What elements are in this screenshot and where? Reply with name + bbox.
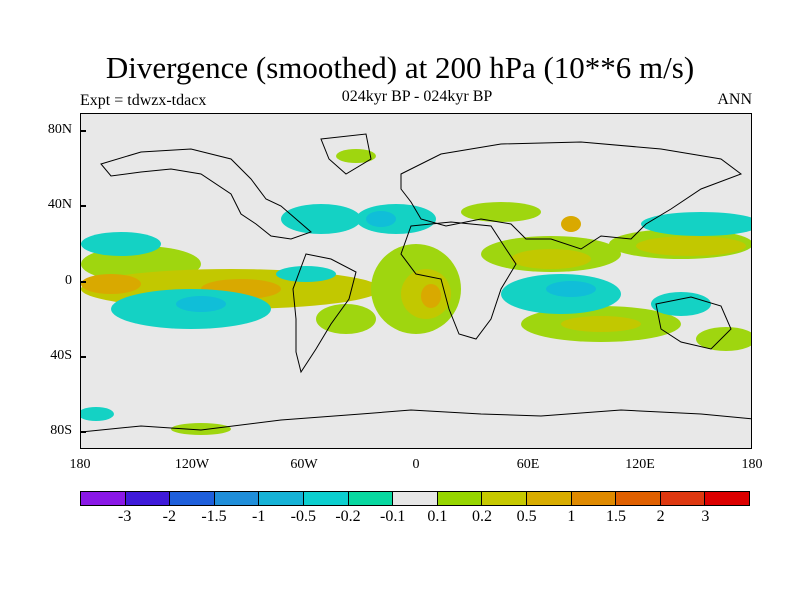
ytick-0 <box>80 281 86 283</box>
lon-label-60w: 60W <box>290 457 318 472</box>
map-title: Divergence (smoothed) at 200 hPa (10**6 … <box>105 50 695 85</box>
coastlines <box>81 133 751 433</box>
coast-north-america <box>100 148 312 240</box>
colorbar-segment-3 <box>214 492 260 505</box>
colorbar-segment-9 <box>482 492 527 505</box>
colorbar-label: -1 <box>251 508 266 525</box>
colorbar-label: -2 <box>162 508 176 525</box>
colorbar <box>80 491 750 506</box>
colorbar-segment-5 <box>303 492 349 505</box>
colorbar-label: -1.5 <box>201 508 227 525</box>
ytick-80n <box>80 130 86 132</box>
coast-eurasia <box>400 141 743 250</box>
field-so-green <box>171 423 231 435</box>
colorbar-segment-0 <box>81 492 126 505</box>
colorbar-label: -0.2 <box>335 508 361 525</box>
field-npac-teal <box>81 232 161 256</box>
coast-australia <box>655 296 732 350</box>
colorbar-segment-14 <box>705 492 749 505</box>
ytick-40n <box>80 205 86 207</box>
lon-label-120e: 120E <box>625 457 655 472</box>
field-aus-green <box>696 327 751 351</box>
field-eq-teal <box>276 266 336 282</box>
period-label: 024kyr BP - 024kyr BP <box>341 88 493 105</box>
colorbar-label: -0.5 <box>290 508 316 525</box>
field-io-cyan <box>546 281 596 297</box>
colorbar-segment-11 <box>571 492 617 505</box>
coast-africa <box>400 221 517 340</box>
field-wpac-teal <box>641 212 751 236</box>
colorbar-label: 1 <box>567 508 576 525</box>
lon-label-120w: 120W <box>174 457 210 472</box>
season-label: ANN <box>717 91 752 108</box>
ytick-80s <box>80 431 86 433</box>
field-wpac-yellow <box>636 236 746 256</box>
field-ant-teal <box>81 407 114 421</box>
lon-label-180e: 180 <box>741 457 763 472</box>
colorbar-segment-13 <box>660 492 706 505</box>
colorbar-label: -0.1 <box>379 508 406 525</box>
field-natl-cyan <box>366 211 396 227</box>
field-nh-teal <box>281 204 361 234</box>
lon-label-0: 0 <box>412 457 420 472</box>
lat-label-40n: 40N <box>47 197 72 212</box>
colorbar-segment-4 <box>259 492 304 505</box>
field-sh-yellow <box>561 316 641 332</box>
ytick-40s <box>80 356 86 358</box>
coast-greenland <box>320 133 372 175</box>
colorbar-segment-6 <box>348 492 394 505</box>
field-aus-teal <box>651 292 711 316</box>
lat-label-0: 0 <box>65 273 72 288</box>
divergence-map <box>81 133 751 435</box>
field-io-yellow <box>511 249 591 269</box>
colorbar-segment-1 <box>125 492 171 505</box>
field-atl-orange <box>421 284 441 308</box>
colorbar-label: 3 <box>701 508 710 525</box>
colorbar-segment-2 <box>170 492 215 505</box>
field-ind-orange <box>561 216 581 232</box>
coast-antarctica <box>81 409 751 433</box>
colorbar-segment-7 <box>393 492 438 505</box>
lat-label-40s: 40S <box>50 348 72 363</box>
colorbar-segment-10 <box>526 492 572 505</box>
colorbar-segment-12 <box>616 492 661 505</box>
field-sam-green <box>316 304 376 334</box>
coast-south-america <box>292 253 357 374</box>
negative-divergence-fields <box>81 204 751 421</box>
colorbar-label: 0.1 <box>427 508 448 525</box>
lat-label-80n: 80N <box>47 122 72 137</box>
field-pac-orange2 <box>81 274 141 294</box>
field-eurasia-green <box>461 202 541 222</box>
field-arc-green <box>336 149 376 163</box>
colorbar-segment-8 <box>437 492 483 505</box>
lon-label-60e: 60E <box>516 457 540 472</box>
colorbar-label: 1.5 <box>606 508 626 525</box>
experiment-label: Expt = tdwzx-tdacx <box>80 92 207 109</box>
colorbar-label: 2 <box>656 508 665 525</box>
lat-label-80s: 80S <box>50 423 72 438</box>
map-panel <box>80 113 752 449</box>
colorbar-label: 0.2 <box>472 508 492 525</box>
lon-label-180w: 180 <box>69 457 91 472</box>
colorbar-label: -3 <box>117 508 132 525</box>
colorbar-label: 0.5 <box>516 508 537 525</box>
field-spac-cyan <box>176 296 226 312</box>
